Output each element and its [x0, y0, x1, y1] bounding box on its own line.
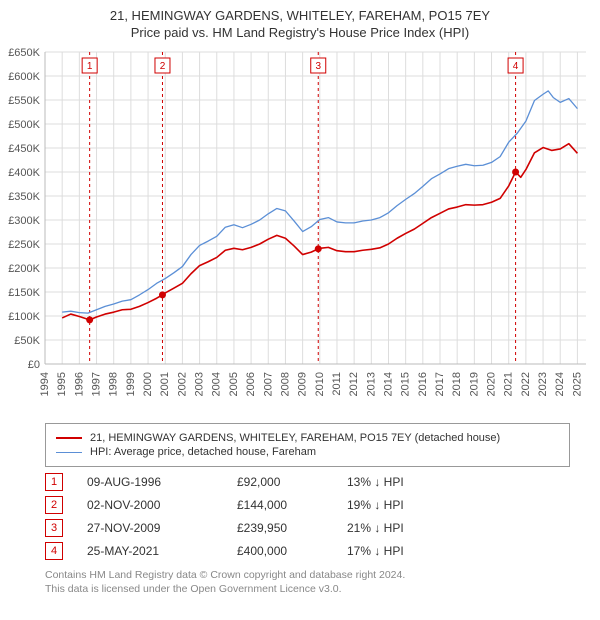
- sale-marker: 2: [45, 496, 63, 514]
- svg-text:2018: 2018: [451, 372, 463, 396]
- legend-label: HPI: Average price, detached house, Fare…: [90, 446, 316, 458]
- sale-date: 27-NOV-2009: [87, 521, 237, 535]
- svg-text:1995: 1995: [56, 372, 68, 396]
- svg-text:£250K: £250K: [8, 239, 40, 251]
- svg-text:2010: 2010: [314, 372, 326, 396]
- chart-titles: 21, HEMINGWAY GARDENS, WHITELEY, FAREHAM…: [0, 0, 600, 42]
- sale-price: £400,000: [237, 544, 347, 558]
- sale-delta: 19% ↓ HPI: [347, 498, 447, 512]
- svg-text:2019: 2019: [468, 372, 480, 396]
- svg-text:2007: 2007: [262, 372, 274, 396]
- svg-text:2021: 2021: [503, 372, 515, 396]
- svg-text:2001: 2001: [159, 372, 171, 396]
- svg-text:£50K: £50K: [14, 335, 40, 347]
- svg-text:£550K: £550K: [8, 95, 40, 107]
- svg-text:2009: 2009: [297, 372, 309, 396]
- svg-text:£200K: £200K: [8, 263, 40, 275]
- svg-text:2005: 2005: [228, 372, 240, 396]
- svg-text:2016: 2016: [417, 372, 429, 396]
- svg-text:2003: 2003: [194, 372, 206, 396]
- footer-attribution: Contains HM Land Registry data © Crown c…: [45, 568, 570, 596]
- sale-delta: 21% ↓ HPI: [347, 521, 447, 535]
- svg-text:£100K: £100K: [8, 311, 40, 323]
- svg-text:2025: 2025: [571, 372, 583, 396]
- footer-line-2: This data is licensed under the Open Gov…: [45, 582, 570, 596]
- sale-delta: 17% ↓ HPI: [347, 544, 447, 558]
- legend-item: HPI: Average price, detached house, Fare…: [56, 446, 559, 458]
- sale-marker: 4: [45, 542, 63, 560]
- svg-text:2014: 2014: [382, 372, 394, 396]
- svg-text:1994: 1994: [39, 372, 51, 396]
- svg-text:£0: £0: [28, 359, 40, 371]
- svg-text:1998: 1998: [108, 372, 120, 396]
- svg-text:1: 1: [87, 61, 93, 72]
- sales-row: 1 09-AUG-1996 £92,000 13% ↓ HPI: [45, 473, 570, 491]
- svg-text:2013: 2013: [365, 372, 377, 396]
- svg-text:2012: 2012: [348, 372, 360, 396]
- svg-text:2000: 2000: [142, 372, 154, 396]
- svg-text:£600K: £600K: [8, 71, 40, 83]
- svg-text:1999: 1999: [125, 372, 137, 396]
- svg-text:£300K: £300K: [8, 215, 40, 227]
- svg-text:£450K: £450K: [8, 143, 40, 155]
- legend-swatch: [56, 437, 82, 439]
- sale-price: £239,950: [237, 521, 347, 535]
- sales-row: 4 25-MAY-2021 £400,000 17% ↓ HPI: [45, 542, 570, 560]
- svg-text:1997: 1997: [91, 372, 103, 396]
- svg-text:£400K: £400K: [8, 167, 40, 179]
- sales-table: 1 09-AUG-1996 £92,000 13% ↓ HPI 2 02-NOV…: [45, 473, 570, 560]
- legend-swatch: [56, 452, 82, 453]
- sale-marker: 3: [45, 519, 63, 537]
- svg-text:2011: 2011: [331, 372, 343, 396]
- svg-text:£650K: £650K: [8, 47, 40, 59]
- svg-text:2008: 2008: [279, 372, 291, 396]
- sales-row: 2 02-NOV-2000 £144,000 19% ↓ HPI: [45, 496, 570, 514]
- svg-text:£500K: £500K: [8, 119, 40, 131]
- svg-text:2015: 2015: [400, 372, 412, 396]
- sale-price: £92,000: [237, 475, 347, 489]
- sale-date: 09-AUG-1996: [87, 475, 237, 489]
- svg-text:2017: 2017: [434, 372, 446, 396]
- svg-text:3: 3: [315, 61, 321, 72]
- chart-svg: £0 £50K £100K £150K £200K £250K £300K £350K £400…: [0, 42, 600, 412]
- svg-text:4: 4: [513, 61, 519, 72]
- svg-text:2006: 2006: [245, 372, 257, 396]
- price-chart: £0 £50K £100K £150K £200K £250K £300K £350K £400…: [0, 42, 600, 415]
- svg-text:£350K: £350K: [8, 191, 40, 203]
- svg-text:2022: 2022: [520, 372, 532, 396]
- title-line-1: 21, HEMINGWAY GARDENS, WHITELEY, FAREHAM…: [0, 8, 600, 23]
- svg-text:2004: 2004: [211, 372, 223, 396]
- sales-row: 3 27-NOV-2009 £239,950 21% ↓ HPI: [45, 519, 570, 537]
- sale-date: 25-MAY-2021: [87, 544, 237, 558]
- legend: 21, HEMINGWAY GARDENS, WHITELEY, FAREHAM…: [45, 423, 570, 467]
- footer-line-1: Contains HM Land Registry data © Crown c…: [45, 568, 570, 582]
- svg-text:£150K: £150K: [8, 287, 40, 299]
- sale-delta: 13% ↓ HPI: [347, 475, 447, 489]
- svg-text:2020: 2020: [486, 372, 498, 396]
- sale-marker: 1: [45, 473, 63, 491]
- sale-price: £144,000: [237, 498, 347, 512]
- svg-text:2024: 2024: [554, 372, 566, 396]
- svg-text:1996: 1996: [73, 372, 85, 396]
- legend-label: 21, HEMINGWAY GARDENS, WHITELEY, FAREHAM…: [90, 432, 500, 444]
- svg-text:2002: 2002: [176, 372, 188, 396]
- sale-date: 02-NOV-2000: [87, 498, 237, 512]
- svg-text:2023: 2023: [537, 372, 549, 396]
- legend-item: 21, HEMINGWAY GARDENS, WHITELEY, FAREHAM…: [56, 432, 559, 444]
- svg-text:2: 2: [160, 61, 166, 72]
- title-line-2: Price paid vs. HM Land Registry's House …: [0, 25, 600, 40]
